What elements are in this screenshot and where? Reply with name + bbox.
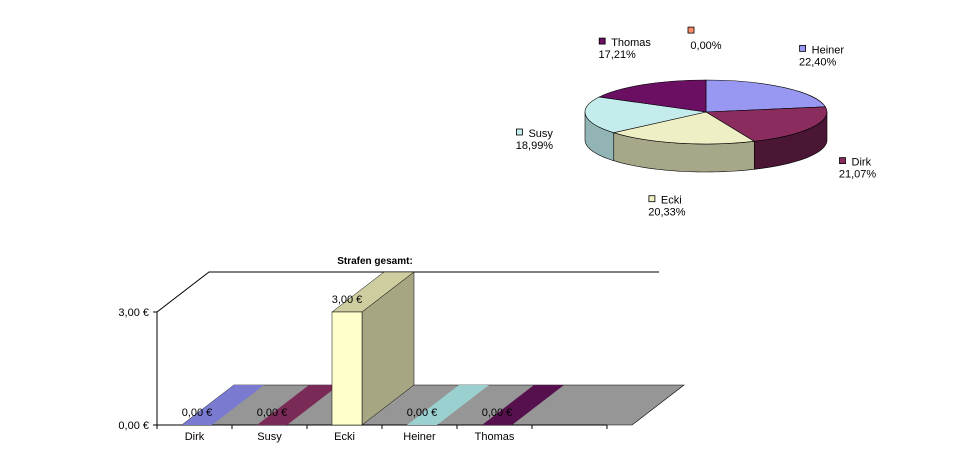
pie-label-value: 21,07% <box>839 169 877 181</box>
bar-data-label: 0,00 € <box>182 407 213 419</box>
bar-data-label: 0,00 € <box>257 407 288 419</box>
pie-label-name: Heiner <box>812 44 845 56</box>
pie-label-value: 22,40% <box>799 56 837 68</box>
bar-flat <box>407 385 489 425</box>
bar-chart-title: Strafen gesamt: <box>337 256 413 267</box>
bar-data-label: 0,00 € <box>482 407 513 419</box>
bar-front <box>331 311 363 426</box>
x-tick-label: Ecki <box>334 431 355 443</box>
pie-label-name: Susy <box>528 128 553 140</box>
pie-label-value: 0,00% <box>690 40 721 52</box>
pie-slice-susy <box>584 96 707 134</box>
pie-label-name: Ecki <box>661 195 682 207</box>
bar-heiner: 0,00 € <box>407 385 489 425</box>
pie-legend-key-thomas <box>598 37 606 45</box>
pie-legend-key-heiner <box>799 45 806 52</box>
pie-label-value: 20,33% <box>648 207 686 219</box>
pie-legend-key-dirk <box>839 157 846 165</box>
pie-label-value: 17,21% <box>599 49 637 61</box>
x-tick-label: Heiner <box>403 431 436 443</box>
x-tick-label: Dirk <box>185 431 205 443</box>
bar-flat <box>257 385 339 425</box>
pie-slice-dirk <box>705 106 828 142</box>
y-tick-label: 0,00 € <box>118 420 149 432</box>
bar-chart: Strafen gesamt: 0,00 € 3,00 € 0,00 € Dirk 0,0… <box>118 256 685 443</box>
pie-label-unnamed: 0,00% <box>687 26 722 52</box>
pie-legend-key-unnamed <box>687 26 695 34</box>
y-tick-label: 3,00 € <box>118 307 149 319</box>
pie-slice-heiner <box>705 79 826 113</box>
bar-susy: 0,00 € <box>257 385 339 425</box>
bar-data-label: 0,00 € <box>407 407 438 419</box>
pie-label-name: Thomas <box>611 37 651 49</box>
bar-data-label: 3,00 € <box>332 294 363 306</box>
bar-flat <box>482 385 564 425</box>
pie-slice-thomas <box>598 79 707 113</box>
pie-legend-key-ecki <box>648 195 656 203</box>
bar-thomas: 0,00 € <box>482 385 564 425</box>
x-tick-label: Susy <box>257 431 282 443</box>
pie-label-name: Dirk <box>852 157 872 169</box>
x-tick-label: Thomas <box>475 431 515 443</box>
pie-slice-ecki <box>612 111 756 145</box>
bar-ecki: 3,00 € <box>331 271 415 426</box>
bar-dirk: 0,00 € <box>182 385 264 425</box>
pie-legend-key-susy <box>516 128 523 136</box>
pie-label-value: 18,99% <box>516 140 554 152</box>
bar-flat <box>182 385 264 425</box>
